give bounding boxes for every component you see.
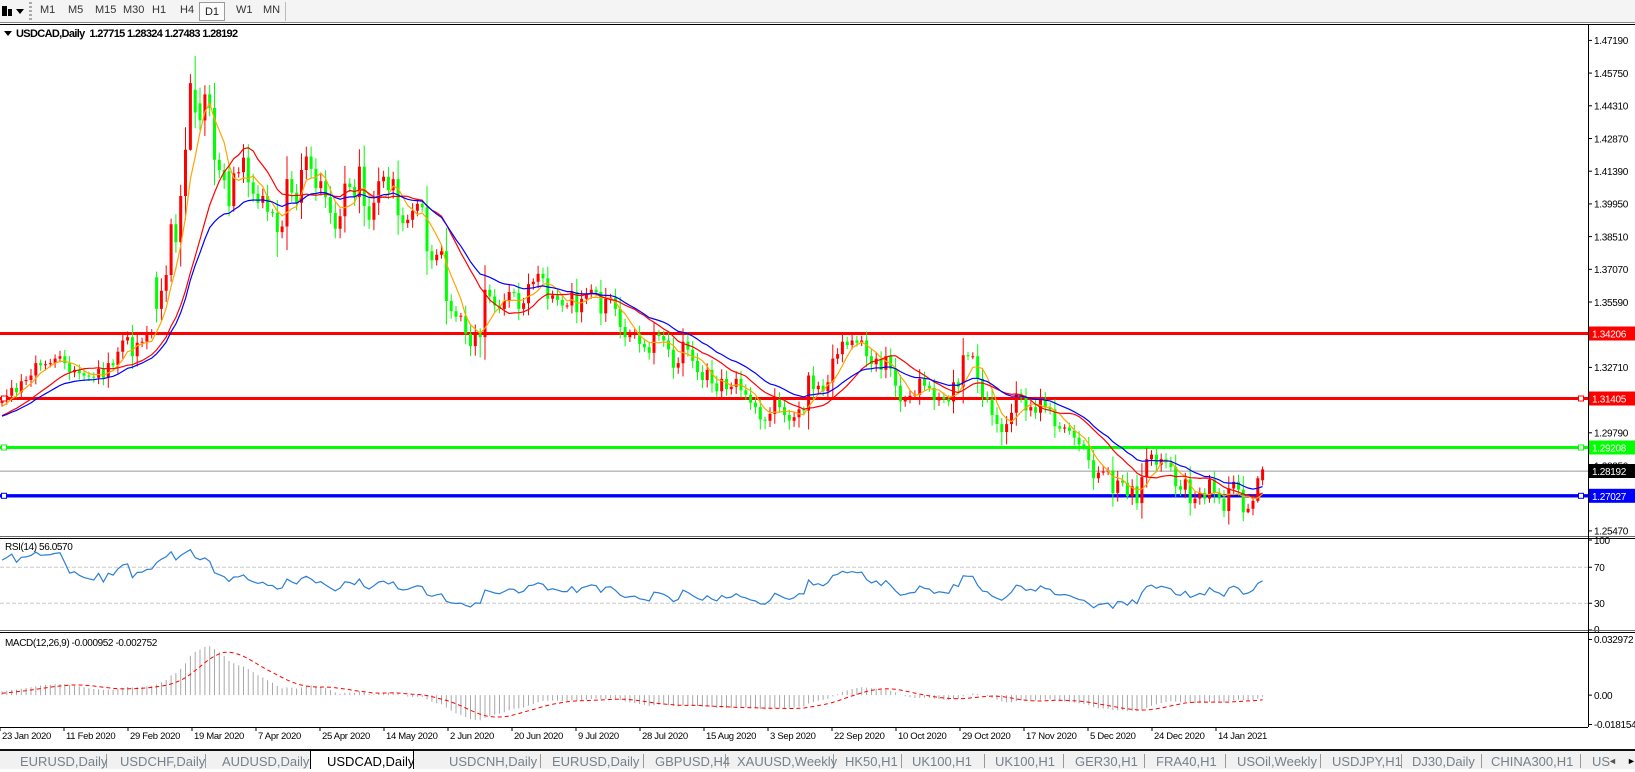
svg-text:14 Jan 2021: 14 Jan 2021 bbox=[1218, 731, 1267, 742]
svg-text:17 Nov 2020: 17 Nov 2020 bbox=[1026, 731, 1077, 742]
svg-text:14 May 2020: 14 May 2020 bbox=[386, 731, 438, 742]
svg-text:-0.018154: -0.018154 bbox=[1594, 720, 1635, 731]
svg-text:19 Mar 2020: 19 Mar 2020 bbox=[194, 731, 244, 742]
svg-text:1.44310: 1.44310 bbox=[1594, 102, 1629, 113]
svg-text:1.29208: 1.29208 bbox=[1592, 444, 1627, 455]
svg-text:1.45750: 1.45750 bbox=[1594, 69, 1629, 80]
svg-text:1.38510: 1.38510 bbox=[1594, 232, 1629, 243]
svg-text:22 Sep 2020: 22 Sep 2020 bbox=[834, 731, 885, 742]
svg-text:15 Aug 2020: 15 Aug 2020 bbox=[706, 731, 756, 742]
svg-text:1.34206: 1.34206 bbox=[1592, 330, 1627, 341]
svg-text:1.39950: 1.39950 bbox=[1594, 200, 1629, 211]
svg-text:5 Dec 2020: 5 Dec 2020 bbox=[1090, 731, 1136, 742]
svg-text:1.32710: 1.32710 bbox=[1594, 363, 1629, 374]
svg-text:11 Feb 2020: 11 Feb 2020 bbox=[66, 731, 115, 742]
svg-text:2 Jun 2020: 2 Jun 2020 bbox=[450, 731, 494, 742]
svg-text:3 Sep 2020: 3 Sep 2020 bbox=[770, 731, 816, 742]
svg-text:1.25470: 1.25470 bbox=[1594, 527, 1629, 538]
svg-text:25 Apr 2020: 25 Apr 2020 bbox=[322, 731, 370, 742]
svg-text:1.35590: 1.35590 bbox=[1594, 298, 1629, 309]
svg-text:10 Oct 2020: 10 Oct 2020 bbox=[898, 731, 946, 742]
svg-text:0.00: 0.00 bbox=[1594, 691, 1613, 702]
svg-text:30: 30 bbox=[1594, 599, 1605, 610]
svg-text:USDCAD,Daily 1.27715 1.28324: USDCAD,Daily 1.27715 1.28324 1.27483 1.2… bbox=[16, 28, 238, 40]
svg-text:MACD(12,26,9) -0.000952 -0.002: MACD(12,26,9) -0.000952 -0.002752 bbox=[5, 638, 158, 649]
svg-text:0.032972: 0.032972 bbox=[1594, 635, 1634, 646]
svg-text:1.47190: 1.47190 bbox=[1594, 36, 1629, 47]
svg-text:20 Jun 2020: 20 Jun 2020 bbox=[514, 731, 563, 742]
svg-text:29 Feb 2020: 29 Feb 2020 bbox=[130, 731, 180, 742]
svg-text:100: 100 bbox=[1594, 536, 1611, 547]
svg-text:28 Jul 2020: 28 Jul 2020 bbox=[642, 731, 688, 742]
svg-text:1.42870: 1.42870 bbox=[1594, 134, 1629, 145]
svg-text:24 Dec 2020: 24 Dec 2020 bbox=[1154, 731, 1205, 742]
svg-text:RSI(14) 56.0570: RSI(14) 56.0570 bbox=[5, 542, 73, 553]
svg-text:1.37070: 1.37070 bbox=[1594, 265, 1629, 276]
svg-text:1.41390: 1.41390 bbox=[1594, 167, 1629, 178]
svg-text:29 Oct 2020: 29 Oct 2020 bbox=[962, 731, 1010, 742]
svg-text:7 Apr 2020: 7 Apr 2020 bbox=[258, 731, 301, 742]
svg-text:9 Jul 2020: 9 Jul 2020 bbox=[578, 731, 619, 742]
svg-text:70: 70 bbox=[1594, 563, 1605, 574]
svg-text:1.28192: 1.28192 bbox=[1592, 467, 1627, 478]
svg-text:1.29790: 1.29790 bbox=[1594, 429, 1629, 440]
svg-text:23 Jan 2020: 23 Jan 2020 bbox=[2, 731, 51, 742]
svg-text:1.27027: 1.27027 bbox=[1592, 492, 1627, 503]
svg-text:1.31405: 1.31405 bbox=[1592, 395, 1627, 406]
